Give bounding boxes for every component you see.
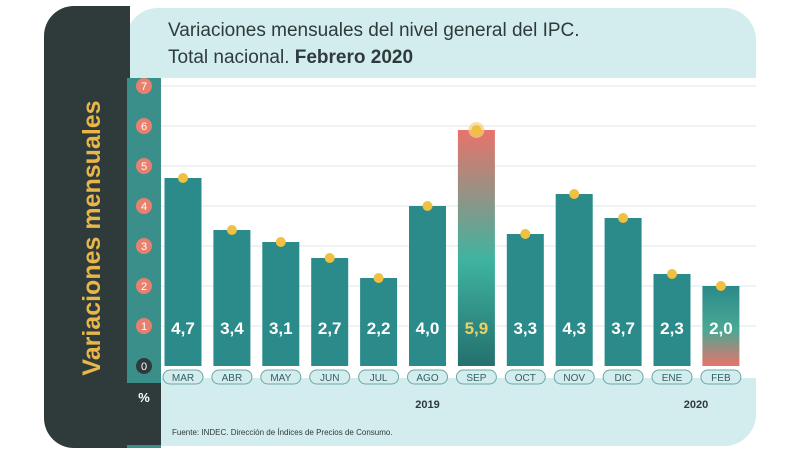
bar-marker	[373, 273, 384, 283]
month-label: NOV	[563, 373, 585, 384]
bar-value-label: 3,4	[220, 319, 244, 338]
month-label: DIC	[614, 373, 631, 384]
bar-abr	[213, 230, 251, 366]
bar-marker	[178, 173, 188, 183]
month-pill	[504, 369, 546, 385]
y-tick-marker	[136, 318, 152, 334]
bar-marker	[618, 213, 629, 223]
bar-marker	[520, 229, 531, 239]
y-tick-marker	[136, 118, 152, 134]
x-tick-labels: MAR ABR MAY JUN JUL AGO SEP OCT NOV DIC ENE FEB	[162, 369, 742, 385]
bar-marker	[715, 281, 726, 291]
bar-value-label: 3,1	[269, 319, 293, 338]
month-label: AGO	[416, 373, 438, 384]
side-title: Variaciones mensuales	[78, 100, 106, 375]
bar-marker	[471, 125, 482, 135]
month-pill	[455, 369, 497, 385]
month-pill	[211, 369, 253, 385]
bar-marker	[275, 237, 286, 247]
y-tick-label: 3	[141, 241, 147, 253]
bar-value-label: 2,2	[367, 319, 391, 338]
month-label: OCT	[515, 373, 536, 384]
month-label: JUL	[370, 373, 388, 384]
bar-value-label: 3,7	[611, 319, 635, 338]
bar-value-label: 4,3	[562, 319, 586, 338]
bar-marker	[324, 253, 335, 263]
bar-dic	[604, 218, 642, 366]
month-pill	[162, 369, 204, 385]
bar-mar	[164, 178, 202, 366]
y-tick-label: 7	[141, 81, 147, 93]
y-tick-marker	[136, 278, 152, 294]
y-tick-marker	[136, 158, 152, 174]
source-note: Fuente: INDEC. Dirección de Índices de P…	[172, 428, 393, 437]
year-label-2020: 2020	[684, 399, 708, 411]
bar-jun	[311, 258, 349, 366]
bar-value-label: 3,3	[513, 319, 537, 338]
month-pill	[700, 369, 742, 385]
y-unit-label: %	[138, 390, 150, 405]
chart-title-line2: Total nacional. Febrero 2020	[168, 47, 413, 68]
y-tick-marker	[136, 198, 152, 214]
y-tick-labels: 0 1 2 3 4 5 6 7	[136, 78, 152, 374]
month-label: ENE	[662, 373, 683, 384]
bars: 4,7 3,4 3,1 2,7 2,2 4,0 5,9 3,3 4,3 3,7 2,3 2,0	[164, 122, 740, 366]
bar-jul	[360, 278, 398, 366]
y-tick-marker	[136, 78, 152, 94]
bar-value-label: 2,0	[709, 319, 733, 338]
bar-value-label: 2,7	[318, 319, 342, 338]
chart-title-bold: Febrero 2020	[295, 47, 413, 68]
month-pill	[358, 369, 400, 385]
month-pill	[651, 369, 693, 385]
month-pill	[602, 369, 644, 385]
month-pill	[309, 369, 351, 385]
bar-value-label: 5,9	[465, 319, 489, 338]
bar-may	[262, 242, 300, 366]
bar-oct	[506, 234, 544, 366]
bar-feb	[702, 286, 740, 366]
month-pill	[407, 369, 448, 385]
y-tick-label: 1	[141, 321, 147, 333]
month-label: ABR	[222, 373, 243, 384]
chart-title-line1: Variaciones mensuales del nivel general …	[168, 20, 580, 41]
y-tick-label: 5	[141, 161, 147, 173]
month-pill	[553, 369, 595, 385]
bar-marker	[569, 189, 580, 199]
month-label: MAR	[172, 373, 194, 384]
bar-sep	[457, 130, 495, 366]
bar-marker	[422, 201, 433, 211]
y-tick-label: 4	[141, 201, 147, 213]
bar-nov	[555, 194, 593, 366]
y-tick-marker	[136, 358, 152, 374]
y-tick-label: 0	[141, 361, 147, 373]
bar-marker	[667, 269, 677, 279]
chart-title-regular: Total nacional.	[168, 47, 289, 68]
year-label-2019: 2019	[415, 399, 439, 411]
bar-value-label: 4,7	[171, 319, 195, 338]
month-label: FEB	[711, 373, 731, 384]
bar-marker	[226, 225, 237, 235]
bar-ene	[653, 274, 691, 366]
month-pill	[260, 369, 302, 385]
bar-value-label: 4,0	[416, 319, 440, 338]
month-label: SEP	[466, 373, 486, 384]
bar-value-label: 2,3	[660, 319, 684, 338]
y-tick-label: 2	[141, 281, 147, 293]
month-label: JUN	[320, 373, 339, 384]
y-tick-marker	[136, 238, 152, 254]
y-tick-label: 6	[141, 121, 147, 133]
month-label: MAY	[270, 373, 291, 384]
bar-ago	[409, 206, 446, 366]
